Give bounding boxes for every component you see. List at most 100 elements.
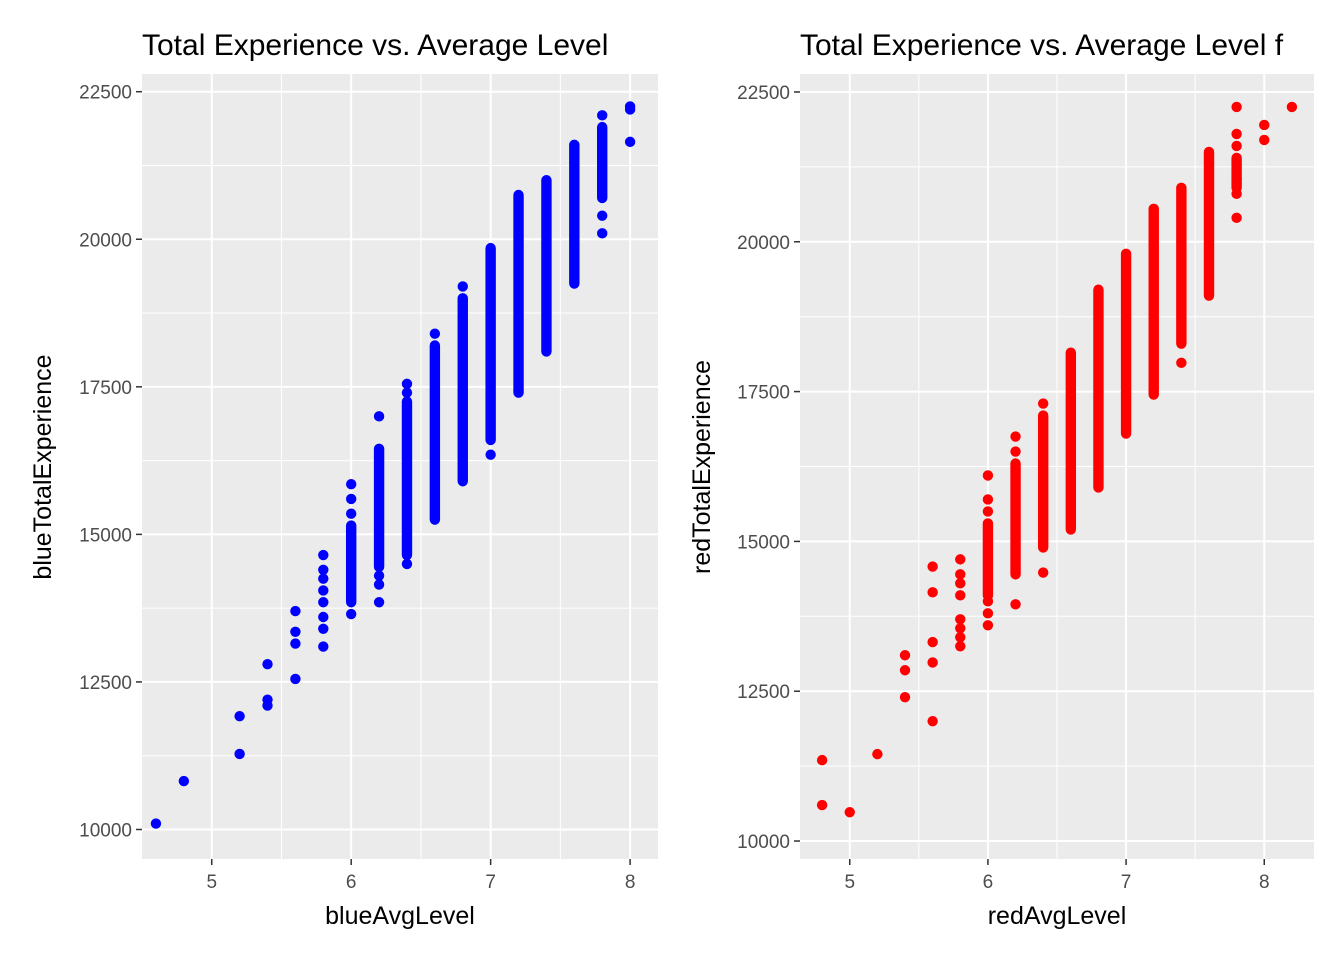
red-scatter-panel: Total Experience vs. Average Level f 5 6 7… <box>688 29 1314 930</box>
data-point <box>401 387 413 398</box>
data-point <box>262 659 273 670</box>
x-tick-label: 8 <box>1259 872 1270 893</box>
data-point <box>1037 567 1049 578</box>
data-point <box>262 694 273 705</box>
dense-point-column <box>1037 410 1049 553</box>
gridlines <box>800 74 1314 859</box>
data-point <box>234 748 245 760</box>
data-point <box>816 754 828 766</box>
dense-point-column <box>1010 458 1021 580</box>
y-tick-label: 20000 <box>737 233 790 254</box>
data-point <box>485 449 496 460</box>
data-point <box>1176 357 1187 369</box>
data-point <box>290 605 301 617</box>
y-axis-title: redTotalExperience <box>688 360 716 574</box>
data-point <box>624 136 636 148</box>
data-point <box>982 620 994 631</box>
x-axis-title: blueAvgLevel <box>325 902 475 930</box>
data-points <box>816 101 1298 818</box>
data-point <box>373 597 385 608</box>
y-axis-title: blueTotalExperience <box>29 354 57 579</box>
data-point <box>1231 140 1242 152</box>
data-point <box>345 493 357 505</box>
y-tick-label: 10000 <box>737 832 790 853</box>
y-tick-label: 17500 <box>79 378 132 399</box>
dense-point-column <box>429 340 441 525</box>
data-point <box>872 748 883 760</box>
data-point <box>1231 212 1242 224</box>
data-point <box>982 608 994 619</box>
y-tick-label: 17500 <box>737 383 790 404</box>
data-point <box>597 210 608 221</box>
data-point <box>318 564 329 575</box>
data-point <box>955 623 966 634</box>
data-point <box>899 650 911 661</box>
dense-point-column <box>982 518 994 601</box>
data-point <box>955 614 966 625</box>
data-point <box>816 799 828 811</box>
data-point <box>290 638 301 649</box>
y-tick-label: 22500 <box>737 83 790 104</box>
x-tick-label: 8 <box>625 872 636 893</box>
data-point <box>318 573 329 584</box>
data-point <box>318 597 329 608</box>
data-point <box>927 636 938 648</box>
y-tick-label: 15000 <box>79 525 132 546</box>
data-point <box>373 570 385 581</box>
x-axis-title: redAvgLevel <box>988 902 1127 930</box>
dense-point-column <box>513 189 524 398</box>
y-tick-label: 20000 <box>79 230 132 251</box>
data-point <box>345 479 357 490</box>
y-tick-label: 12500 <box>737 682 790 703</box>
data-point <box>318 641 329 652</box>
axes: 5 6 7 8 10000 12500 15000 17500 20000 22500 <box>79 83 635 893</box>
data-point <box>1286 101 1298 113</box>
data-point <box>955 641 966 652</box>
data-point <box>345 608 357 620</box>
data-point <box>982 470 994 481</box>
y-tick-label: 22500 <box>79 83 132 104</box>
data-point <box>290 626 301 637</box>
blue-scatter-panel: Total Experience vs. Average Level 5 6 7 8 1… <box>29 29 658 930</box>
data-point <box>927 587 938 598</box>
data-point <box>318 585 329 596</box>
data-point <box>1231 128 1242 140</box>
plot-background <box>142 74 658 859</box>
dense-point-column <box>345 520 357 608</box>
x-tick-label: 7 <box>485 872 496 893</box>
data-point <box>927 657 938 668</box>
dense-point-column <box>1203 146 1215 301</box>
data-point <box>1010 446 1021 457</box>
data-point <box>318 623 329 635</box>
dense-point-column <box>1120 248 1132 439</box>
x-tick-label: 7 <box>1121 872 1132 893</box>
data-point <box>1010 599 1021 610</box>
data-point <box>955 578 966 589</box>
data-point <box>401 558 413 570</box>
data-point <box>955 569 966 580</box>
data-point <box>1037 398 1049 409</box>
data-point <box>982 494 994 505</box>
dense-point-column <box>1148 203 1159 400</box>
data-point <box>1259 134 1270 146</box>
x-tick-label: 5 <box>206 872 217 893</box>
axes: 5 6 7 8 10000 12500 15000 17500 20000 22500 <box>737 83 1269 893</box>
data-point <box>1231 173 1242 185</box>
data-point <box>150 818 162 829</box>
dense-point-column <box>569 139 580 289</box>
data-points <box>150 101 636 829</box>
data-point <box>844 807 855 818</box>
dense-point-column <box>1093 284 1104 493</box>
data-point <box>927 715 938 727</box>
data-point <box>429 328 441 339</box>
data-point <box>899 665 911 676</box>
data-point <box>1231 101 1242 113</box>
data-point <box>955 632 966 643</box>
data-point <box>597 110 608 121</box>
data-point <box>178 775 190 787</box>
dense-point-column <box>597 121 608 204</box>
y-tick-label: 12500 <box>79 673 132 694</box>
data-point <box>345 508 357 519</box>
data-point <box>318 549 329 561</box>
